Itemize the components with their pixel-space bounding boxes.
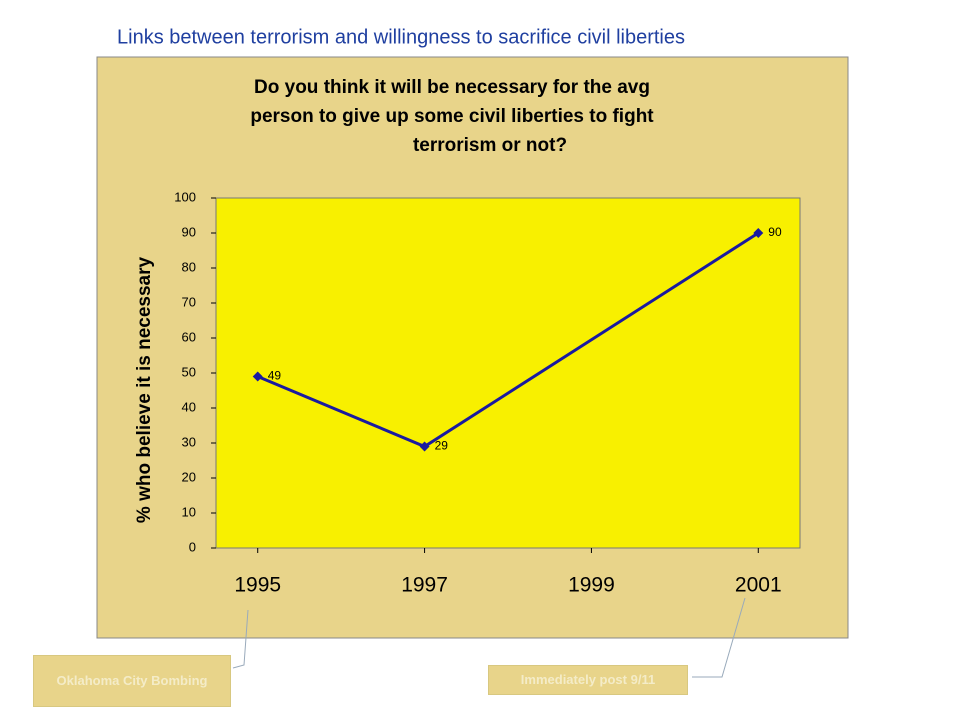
marker (753, 228, 764, 238)
y-tick-label: 80 (182, 259, 196, 274)
x-tick-label: 2001 (735, 574, 782, 597)
plot-area (215, 197, 801, 549)
y-tick-label: 50 (182, 364, 196, 379)
connector (692, 597, 746, 678)
y-tick-label: 0 (189, 539, 196, 554)
y-tick-label: 40 (182, 399, 196, 414)
marker (419, 441, 430, 452)
chart-title: terrorism or not? (413, 135, 567, 156)
slide-title: Links between terrorism and willingness … (117, 26, 685, 48)
chart-title: person to give up some civil liberties t… (250, 106, 654, 127)
y-tick-label: 60 (182, 329, 196, 344)
marker (252, 371, 263, 382)
data-label: 90 (768, 225, 782, 239)
y-tick-label: 20 (182, 469, 196, 484)
y-tick-label: 70 (182, 294, 196, 309)
chart-title: Do you think it will be necessary for th… (254, 77, 650, 98)
connector (232, 609, 249, 669)
y-tick-label: 30 (182, 434, 196, 449)
y-axis-label: % who believe it is necessary (134, 257, 155, 524)
y-tick-label: 90 (182, 224, 196, 239)
annotation: Oklahoma City Bombing (33, 655, 231, 707)
y-tick-label: 10 (182, 504, 196, 519)
annotation: Immediately post 9/11 (488, 665, 688, 695)
data-label: 29 (435, 439, 449, 453)
x-tick-label: 1995 (234, 574, 281, 597)
y-tick-label: 100 (174, 189, 196, 204)
x-tick-label: 1999 (568, 574, 615, 597)
x-tick-label: 1997 (401, 574, 448, 597)
data-label: 49 (268, 369, 282, 383)
